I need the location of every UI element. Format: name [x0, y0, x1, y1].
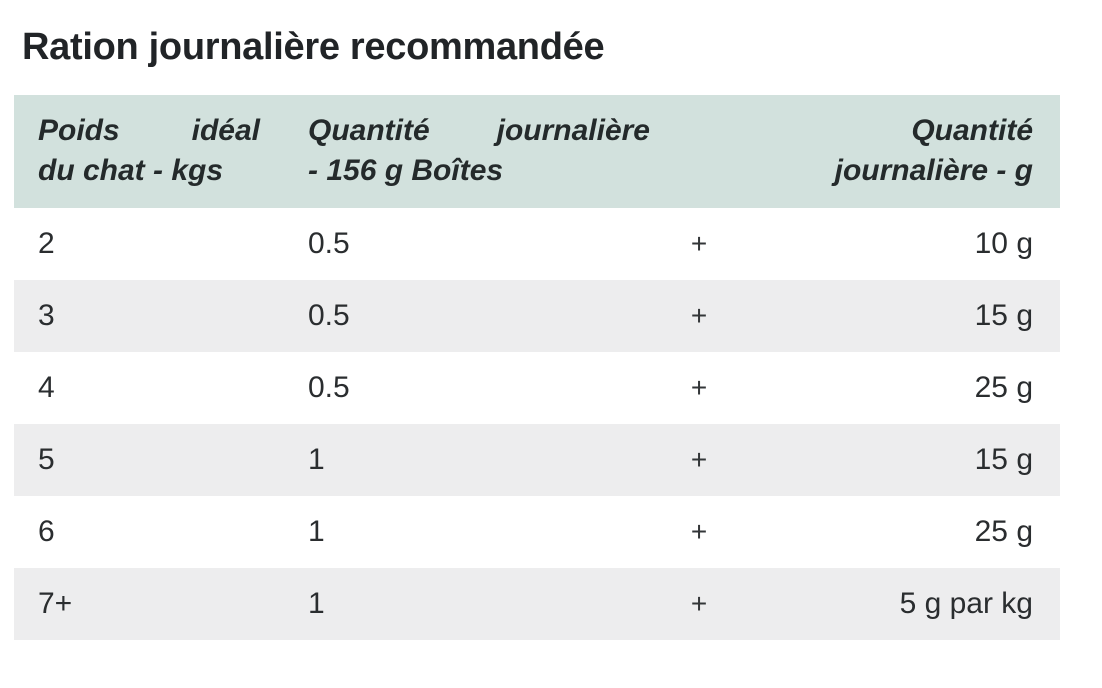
plus-sign: +	[674, 279, 724, 352]
cell-cans: 0.5	[284, 351, 674, 424]
header-cans-word2: journalière	[496, 114, 650, 148]
header-cell-daily-grams: Quantité journalière - g	[724, 94, 1060, 208]
cell-weight: 6	[14, 495, 284, 568]
header-weight-word2: idéal	[191, 114, 260, 148]
header-cans-line2: - 156 g Boîtes	[308, 154, 504, 188]
cell-grams: 25 g	[724, 351, 1060, 424]
header-weight-line2: du chat - kgs	[38, 154, 224, 188]
header-cans-line1: Quantité journalière	[308, 111, 650, 151]
cell-grams: 15 g	[724, 423, 1060, 496]
header-weight-line1: Poids idéal	[38, 111, 260, 151]
cell-cans: 0.5	[284, 207, 674, 280]
plus-sign: +	[674, 567, 724, 640]
cell-cans: 1	[284, 495, 674, 568]
table-row: 3 0.5 + 15 g	[14, 279, 1060, 352]
plus-sign: +	[674, 351, 724, 424]
page-title: Ration journalière recommandée	[22, 26, 605, 68]
table-row: 6 1 + 25 g	[14, 495, 1060, 568]
header-cell-daily-cans: Quantité journalière - 156 g Boîtes	[284, 94, 674, 208]
cell-weight: 2	[14, 207, 284, 280]
header-weight-word1: Poids	[38, 114, 120, 148]
header-cell-ideal-weight: Poids idéal du chat - kgs	[14, 94, 284, 208]
cell-weight: 4	[14, 351, 284, 424]
cell-grams: 10 g	[724, 207, 1060, 280]
feeding-guide-table: Poids idéal du chat - kgs Quantité journ…	[14, 94, 1060, 640]
plus-sign: +	[674, 207, 724, 280]
cell-grams: 15 g	[724, 279, 1060, 352]
cell-cans: 0.5	[284, 279, 674, 352]
header-cans-word1: Quantité	[308, 114, 430, 148]
table-row: 5 1 + 15 g	[14, 423, 1060, 496]
table-row: 2 0.5 + 10 g	[14, 207, 1060, 280]
cell-weight: 5	[14, 423, 284, 496]
header-grams-line2: journalière - g	[834, 154, 1033, 188]
cell-cans: 1	[284, 423, 674, 496]
table-row: 7+ 1 + 5 g par kg	[14, 567, 1060, 640]
header-cell-plus-spacer	[674, 94, 724, 208]
cell-cans: 1	[284, 567, 674, 640]
cell-grams: 5 g par kg	[724, 567, 1060, 640]
table-row: 4 0.5 + 25 g	[14, 351, 1060, 424]
plus-sign: +	[674, 423, 724, 496]
plus-sign: +	[674, 495, 724, 568]
cell-weight: 7+	[14, 567, 284, 640]
header-grams-line1: Quantité	[911, 114, 1033, 148]
cell-grams: 25 g	[724, 495, 1060, 568]
cell-weight: 3	[14, 279, 284, 352]
table-header-row: Poids idéal du chat - kgs Quantité journ…	[14, 94, 1060, 208]
